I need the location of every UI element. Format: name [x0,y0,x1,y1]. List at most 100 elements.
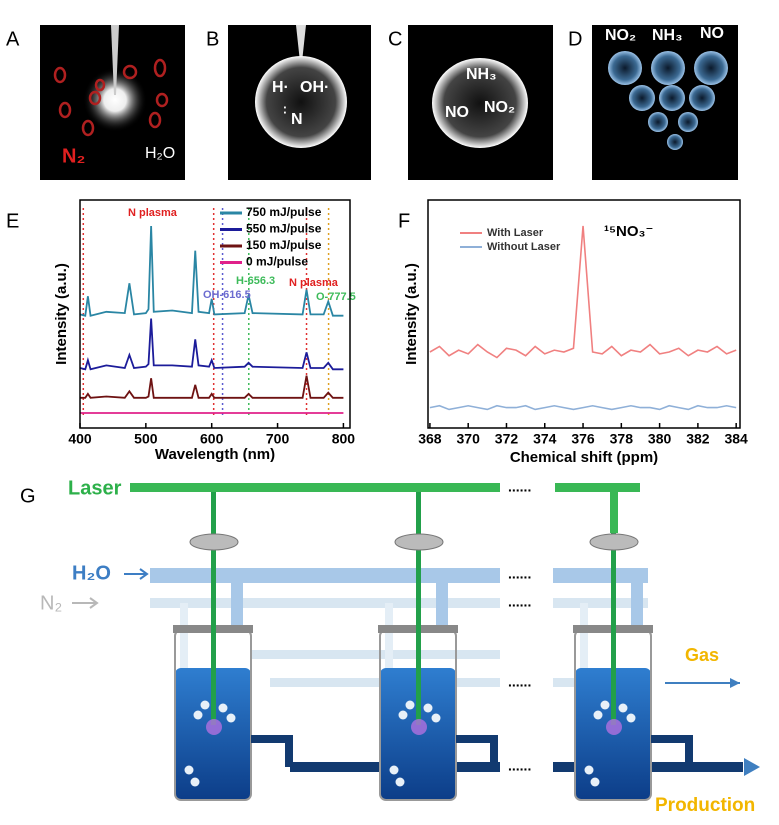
gas-pipe [250,650,500,659]
panel-label: E [6,210,19,232]
x-tick-label: 372 [495,431,519,447]
label: N₂ [62,145,85,167]
lens [189,533,239,551]
y-axis-label: Intensity (a.u.) [403,263,420,365]
legend-label: 150 mJ/pulse [246,238,322,252]
legend-label: Without Laser [487,241,561,253]
y-axis-label: Intensity (a.u.) [53,263,70,365]
label: N₂ [40,592,62,614]
bubble [395,777,405,787]
legend-label: 0 mJ/pulse [246,255,308,269]
x-axis-label: Wavelength (nm) [155,446,275,463]
annotation: N plasma [289,277,339,289]
laser-pipe [555,483,640,492]
label: H₂O [72,562,111,584]
bubble-group [608,51,728,150]
label: OH· [300,79,329,96]
gas-arrowhead [730,678,740,688]
ellipsis: ...... [508,594,531,610]
bubble [200,700,210,710]
spectrum-line [79,225,344,317]
bubble [218,703,228,713]
lens [589,533,639,551]
bubble [590,777,600,787]
h2o-pipe [553,568,648,583]
label: Laser [68,477,122,499]
h2o-drop [231,575,243,630]
plot-frame [79,199,351,429]
bubble [389,765,399,775]
annotation: OH-616.5 [203,289,251,301]
annotation: H-656.3 [236,275,275,287]
outlet [651,735,691,743]
legend-label: 750 mJ/pulse [246,205,322,219]
spectrum-line [80,375,344,399]
ellipsis: ...... [508,674,531,690]
nmr-line [429,404,737,411]
x-tick-label: 370 [457,431,481,447]
label: NO [445,104,469,121]
bubble [184,765,194,775]
bubble [626,713,636,723]
outlet [490,735,498,767]
x-tick-label: 600 [200,431,224,447]
bubble [405,700,415,710]
panel-label: C [388,28,402,50]
panel-label: G [20,485,36,507]
n2-pipe [150,598,500,608]
x-tick-label: 400 [68,431,92,447]
process-diagram: Laser H₂O N₂ Gas Production.................… [40,477,760,816]
label: H₂O [145,145,175,162]
x-tick-label: 378 [610,431,634,447]
legend-label: With Laser [487,227,544,239]
h2o-drop [631,575,643,630]
prod-arrowhead [744,758,760,776]
panel-label: B [206,28,219,50]
label: NO₂ [605,27,636,44]
bubble [423,703,433,713]
dots: ⁚ [283,106,287,117]
label: NH₃ [466,66,497,83]
arrow [72,597,99,609]
label: NO [700,25,724,42]
x-tick-label: 374 [533,431,557,447]
outlet [285,735,293,767]
label: N [291,111,303,128]
x-tick-label: 384 [724,431,748,447]
ellipsis: ...... [508,566,531,582]
outlet [685,735,693,767]
lens [394,533,444,551]
x-axis-label: Chemical shift (ppm) [510,449,658,466]
droplet [255,56,347,148]
droplet [432,58,528,148]
x-tick-label: 700 [266,431,290,447]
needle [111,25,119,95]
outlet [251,735,291,743]
legend-label: 550 mJ/pulse [246,222,322,236]
plasma [411,719,427,735]
bubbles [53,58,169,137]
ellipsis: ...... [508,758,531,774]
x-tick-label: 382 [686,431,710,447]
laser-beam [611,490,616,725]
laser-drop [610,483,618,533]
label: NO₂ [484,99,515,116]
laser-beam [211,490,216,725]
bubble [226,713,236,723]
ellipsis: ...... [508,479,531,495]
nmr-line [429,225,737,359]
bubble [193,710,203,720]
label: Gas [685,645,719,665]
annotation: O-777.5 [316,291,356,303]
bubble [618,703,628,713]
spectrum-line [79,318,344,371]
bubble [593,710,603,720]
panel-label: D [568,28,582,50]
bubble [398,710,408,720]
x-tick-label: 368 [418,431,442,447]
laser-beam [416,490,421,725]
laser-pipe [130,483,500,492]
bubble [600,700,610,710]
h2o-drop [436,575,448,630]
